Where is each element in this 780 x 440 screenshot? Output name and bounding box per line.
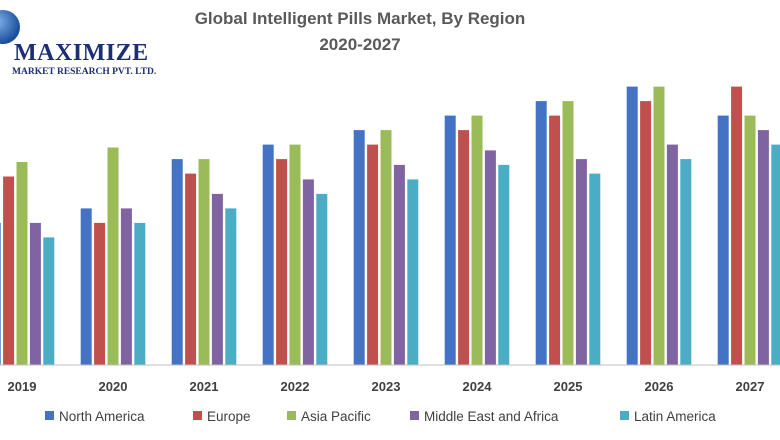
- bar-2020-europe: [94, 222, 106, 365]
- chart-title-block: Global Intelligent Pills Market, By Regi…: [180, 6, 540, 58]
- bar-2025-middle-east-and-africa: [575, 159, 587, 365]
- bars-group: [0, 86, 780, 365]
- bar-2022-north-america: [262, 144, 274, 365]
- bar-2020-middle-east-and-africa: [120, 208, 132, 365]
- bar-2022-middle-east-and-africa: [302, 179, 314, 365]
- company-logo: MAXIMIZE MARKET RESEARCH PVT. LTD.: [0, 4, 170, 77]
- bar-2026-asia-pacific: [653, 86, 665, 365]
- legend: North America Europe Asia Pacific Middle Ea…: [45, 409, 716, 424]
- bar-2020-asia-pacific: [107, 147, 119, 365]
- bar-2022-europe: [276, 159, 288, 365]
- x-tick-label: 2022: [281, 379, 310, 394]
- bar-2019-asia-pacific: [16, 162, 28, 365]
- bar-2022-asia-pacific: [289, 144, 301, 365]
- bar-2024-north-america: [444, 115, 456, 365]
- bar-2025-asia-pacific: [562, 101, 574, 365]
- bar-2023-middle-east-and-africa: [393, 164, 405, 365]
- bar-2020-north-america: [80, 208, 92, 365]
- bar-2019-middle-east-and-africa: [29, 222, 41, 365]
- bar-2024-latin-america: [498, 164, 510, 365]
- bar-2025-north-america: [535, 101, 547, 365]
- bar-2026-latin-america: [680, 159, 692, 365]
- bar-2019-north-america: [0, 222, 1, 365]
- bar-2023-latin-america: [407, 179, 419, 365]
- bar-2021-middle-east-and-africa: [211, 193, 223, 365]
- bar-2025-europe: [549, 115, 561, 365]
- x-tick-label: 2027: [736, 379, 765, 394]
- bar-2027-latin-america: [771, 144, 780, 365]
- x-tick-label: 2026: [645, 379, 674, 394]
- bar-2023-europe: [367, 144, 379, 365]
- bar-2022-latin-america: [316, 193, 328, 365]
- bar-2021-latin-america: [225, 208, 237, 365]
- bar-2026-middle-east-and-africa: [666, 144, 678, 365]
- bar-2021-north-america: [171, 159, 183, 365]
- bar-2027-middle-east-and-africa: [757, 130, 769, 365]
- legend-label: Middle East and Africa: [424, 409, 559, 424]
- x-tick-label: 2019: [8, 379, 37, 394]
- x-tick-label: 2020: [99, 379, 128, 394]
- bar-2020-latin-america: [134, 222, 146, 365]
- bar-2021-europe: [185, 173, 197, 365]
- legend-swatch: [287, 411, 296, 420]
- legend-label: North America: [59, 409, 145, 424]
- x-tick-label: 2023: [372, 379, 401, 394]
- bar-2023-asia-pacific: [380, 130, 392, 365]
- chart-title: Global Intelligent Pills Market, By Regi…: [194, 9, 526, 28]
- logo-brand: MAXIMIZE: [14, 40, 149, 66]
- logo-subtitle: MARKET RESEARCH PVT. LTD.: [12, 67, 157, 77]
- bar-2027-north-america: [717, 115, 729, 365]
- legend-label: Europe: [207, 409, 251, 424]
- bar-2027-europe: [731, 86, 743, 365]
- legend-label: Latin America: [634, 409, 716, 424]
- bar-2023-north-america: [353, 130, 365, 365]
- bar-2026-north-america: [626, 86, 638, 365]
- legend-swatch: [45, 411, 54, 420]
- legend-label: Asia Pacific: [301, 409, 371, 424]
- globe-icon: [0, 10, 20, 44]
- bar-2024-asia-pacific: [471, 115, 483, 365]
- x-tick-label: 2025: [554, 379, 583, 394]
- bar-2025-latin-america: [589, 173, 601, 365]
- bar-2019-latin-america: [43, 237, 55, 365]
- legend-swatch: [620, 411, 629, 420]
- legend-swatch: [193, 411, 202, 420]
- bar-2024-europe: [458, 130, 470, 365]
- legend-swatch: [410, 411, 419, 420]
- bar-2027-asia-pacific: [744, 115, 756, 365]
- x-tick-label: 2024: [463, 379, 493, 394]
- bar-2021-asia-pacific: [198, 159, 210, 365]
- bar-2024-middle-east-and-africa: [484, 150, 496, 365]
- x-tick-labels: 2019 2020 2021 2022 2023 2024 2025 2026 2027: [8, 379, 765, 394]
- chart-subtitle: 2020-2027: [319, 35, 401, 54]
- bar-2019-europe: [3, 176, 15, 365]
- x-tick-label: 2021: [190, 379, 219, 394]
- bar-2026-europe: [640, 101, 652, 365]
